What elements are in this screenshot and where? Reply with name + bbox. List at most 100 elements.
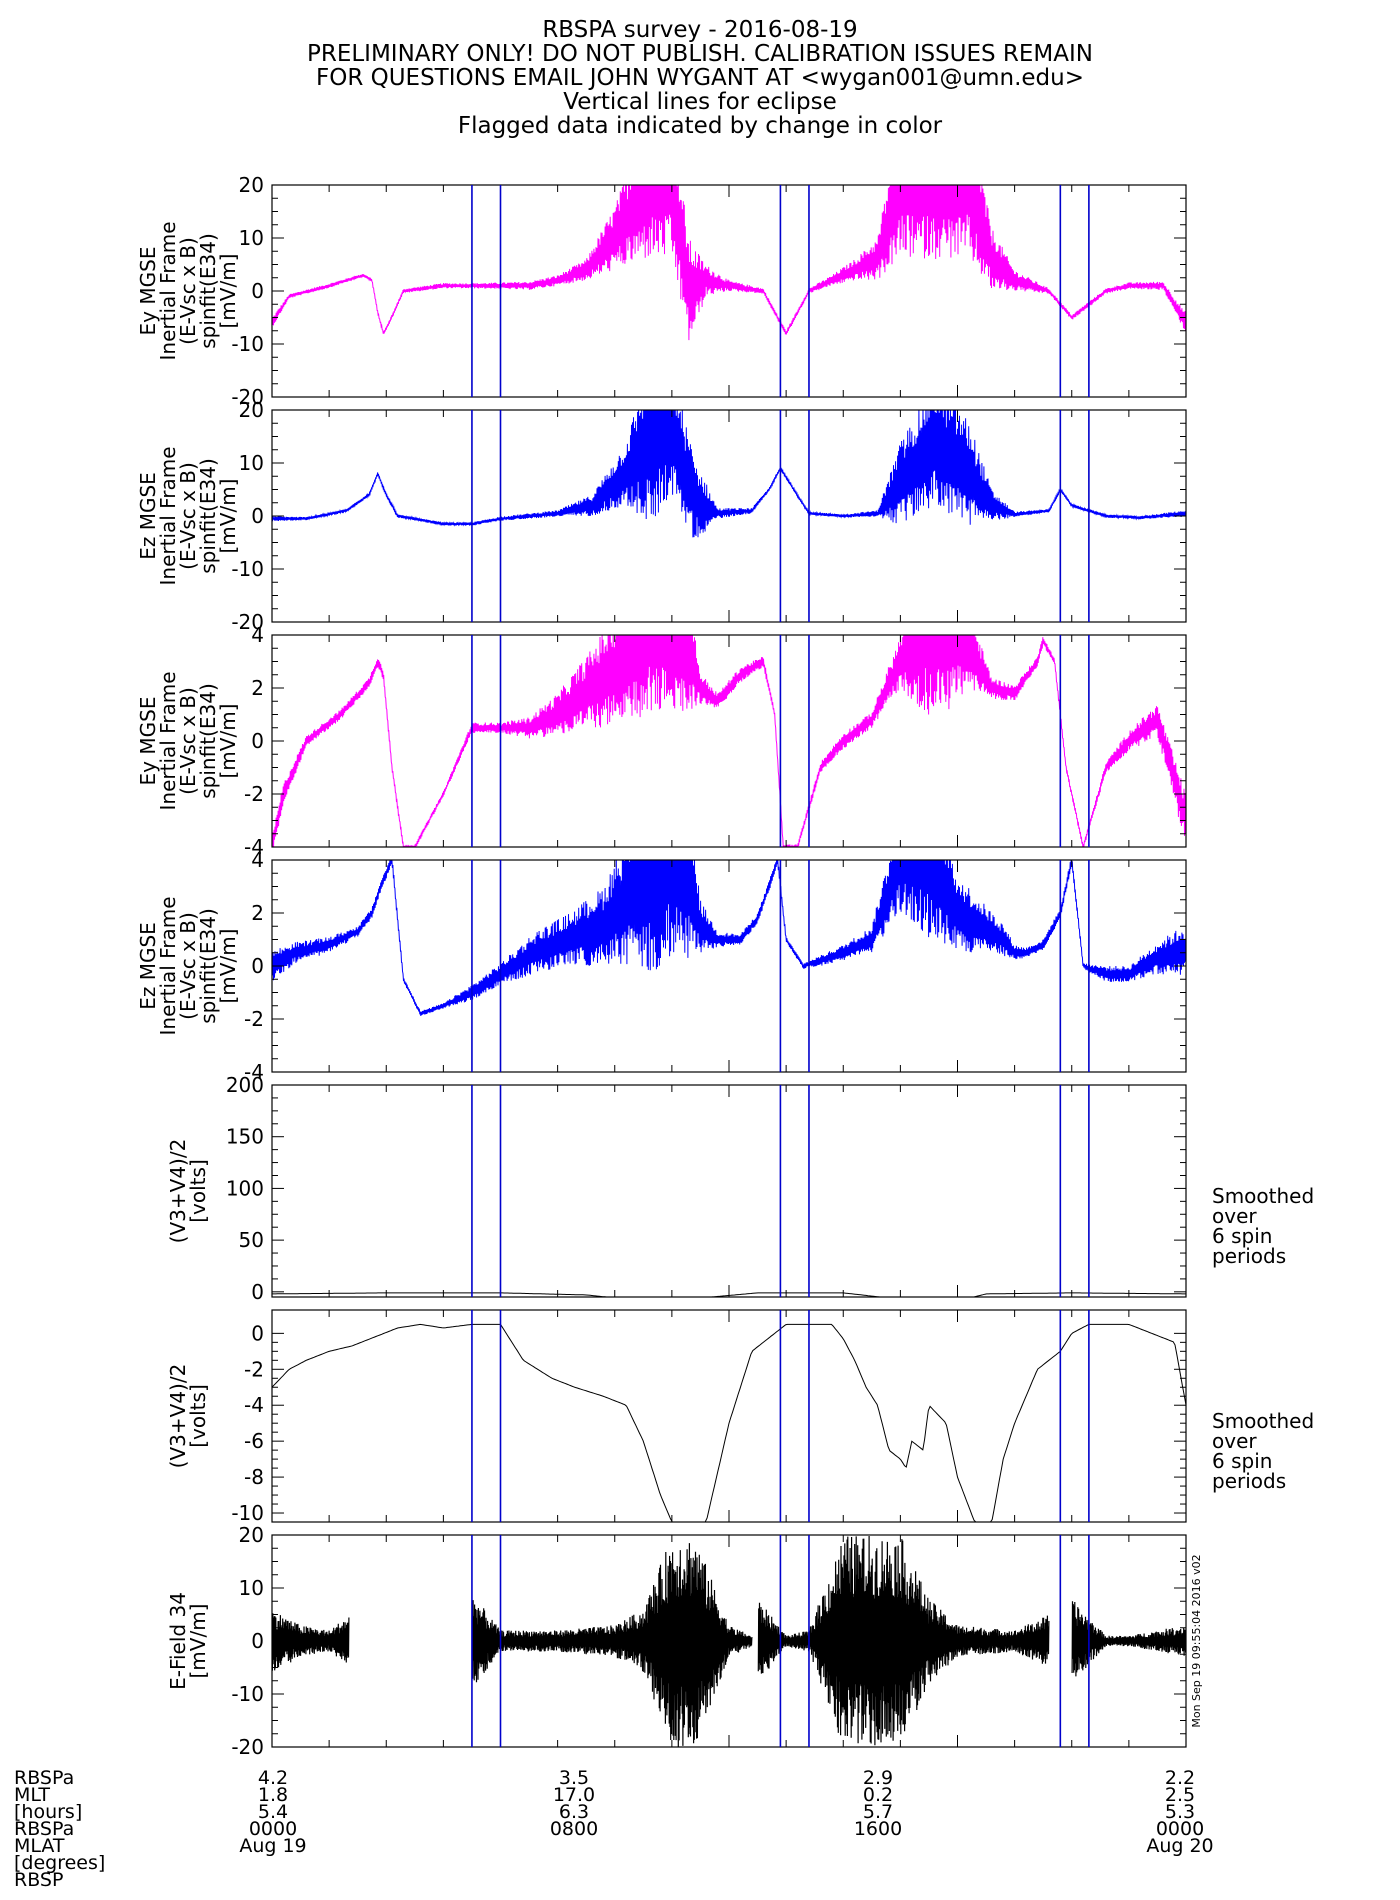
side-annotation: Smoothed xyxy=(1212,1184,1314,1208)
tick-value: 2.9 xyxy=(862,1767,894,1789)
y-tick-label: 4 xyxy=(251,623,264,647)
tick-value: Aug 20 xyxy=(1146,1835,1214,1857)
y-tick-label: -20 xyxy=(231,1735,264,1759)
y-axis-label: Inertial Frame xyxy=(156,672,180,811)
footer-label: MLAT xyxy=(14,1835,65,1857)
side-annotation: periods xyxy=(1212,1244,1286,1268)
y-axis-label: (E-Vsc x B) xyxy=(176,237,200,345)
y-tick-label: -10 xyxy=(231,332,264,356)
y-tick-label: 150 xyxy=(226,1125,264,1149)
series-line xyxy=(272,860,1186,1017)
footer-row-labels: RBSPa MLT [hours] RBSPa MLAT [degrees] R… xyxy=(14,1767,106,1891)
series-group xyxy=(272,1535,1186,1747)
tick-value: 4.2 xyxy=(257,1767,289,1789)
y-tick-label: 2 xyxy=(251,901,264,925)
y-tick-label: -4 xyxy=(244,1060,264,1084)
y-axis-label: Ez MGSE xyxy=(136,472,160,560)
y-tick-label: -4 xyxy=(244,835,264,859)
tick-value: 5.4 xyxy=(257,1801,289,1823)
tick-value: 0.2 xyxy=(862,1784,894,1806)
tick-value: 0000 xyxy=(248,1818,298,1840)
tick-value: 5.7 xyxy=(862,1801,894,1823)
y-axis-label: [mV/m] xyxy=(216,929,240,1004)
y-tick-label: 20 xyxy=(239,1523,264,1547)
side-annotation: 6 spin xyxy=(1212,1224,1272,1248)
y-axis-label: [mV/m] xyxy=(216,479,240,554)
y-axis-label: [mV/m] xyxy=(186,1604,210,1679)
footer-tick-3: 2.2 2.5 5.3 0000 Aug 20 xyxy=(1130,1767,1230,1857)
y-axis-label: Inertial Frame xyxy=(156,222,180,361)
y-tick-label: 100 xyxy=(226,1176,264,1200)
y-axis-label: (E-Vsc x B) xyxy=(176,912,200,1020)
footer-tick-1: 3.5 17.0 6.3 0800 xyxy=(524,1769,624,1839)
y-axis-label: Inertial Frame xyxy=(156,897,180,1036)
tick-value: 2.2 xyxy=(1164,1767,1196,1789)
y-tick-label: 0 xyxy=(251,954,264,978)
eclipse-note: Vertical lines for eclipse xyxy=(563,89,837,115)
y-tick-label: -10 xyxy=(231,557,264,581)
footer-tick-2: 2.9 0.2 5.7 1600 xyxy=(828,1767,928,1840)
panel-6: 20 10 0 -10 -20 E-Field 34[mV/m] Mon Sep 19 09… xyxy=(166,1523,1203,1759)
panel-frame xyxy=(271,1084,1187,1298)
version-stamp: Mon Sep 19 09:55:04 2016 v02 xyxy=(1190,1554,1203,1727)
y-tick-label: -4 xyxy=(244,1393,264,1417)
y-axis-label: E-Field 34 xyxy=(166,1592,190,1690)
y-tick-label: -2 xyxy=(244,1357,264,1381)
series-group xyxy=(272,410,1186,538)
series-line xyxy=(272,635,1186,847)
chart-title: RBSPA survey - 2016-08-19 xyxy=(542,17,858,43)
y-tick-label: -10 xyxy=(231,1682,264,1706)
y-tick-label: 0 xyxy=(251,729,264,753)
y-axis-label: (V3+V4)/2 xyxy=(166,1364,190,1469)
y-tick-label: 0 xyxy=(251,1321,264,1345)
y-axis-label: [volts] xyxy=(186,1159,210,1223)
y-axis-label: [volts] xyxy=(186,1384,210,1448)
series-line xyxy=(272,1535,1186,1747)
chart-header: RBSPA survey - 2016-08-19 PRELIMINARY ON… xyxy=(0,18,1400,138)
y-tick-label: 50 xyxy=(239,1228,264,1252)
y-axis-label: Ey MGSE xyxy=(136,697,160,786)
tick-value: 1600 xyxy=(853,1818,903,1840)
tick-value: 17.0 xyxy=(552,1784,596,1806)
y-axis-label: spinfit(E34) xyxy=(196,908,220,1023)
series-group xyxy=(272,1323,1186,1522)
y-tick-label: 20 xyxy=(239,173,264,197)
y-tick-label: 10 xyxy=(239,1576,264,1600)
y-axis-label: spinfit(E34) xyxy=(196,458,220,573)
side-annotation: 6 spin xyxy=(1212,1449,1272,1473)
y-axis-label: (E-Vsc x B) xyxy=(176,462,200,570)
flag-note: Flagged data indicated by change in colo… xyxy=(457,113,943,139)
footer-tick-0: 4.2 1.8 5.4 0000 Aug 19 xyxy=(223,1767,323,1857)
footer-label: MLT xyxy=(14,1784,50,1806)
y-tick-label: 10 xyxy=(239,451,264,475)
footer-label: RBSPa xyxy=(14,1767,75,1789)
y-tick-label: 4 xyxy=(251,848,264,872)
y-axis-label: (E-Vsc x B) xyxy=(176,687,200,795)
series-line xyxy=(272,185,1186,341)
footer-label: [hours] xyxy=(14,1801,83,1823)
footer-label: [degrees] xyxy=(14,1852,106,1874)
tick-value: 5.3 xyxy=(1164,1801,1196,1823)
y-tick-label: -6 xyxy=(244,1429,264,1453)
y-tick-label: 0 xyxy=(251,504,264,528)
y-tick-label: -20 xyxy=(231,610,264,634)
y-axis-label: [mV/m] xyxy=(216,254,240,329)
y-axis-label: Inertial Frame xyxy=(156,447,180,586)
tick-value: 6.3 xyxy=(558,1801,590,1823)
tick-value: Aug 19 xyxy=(239,1835,307,1857)
series-line xyxy=(272,410,1186,538)
y-tick-label: -8 xyxy=(244,1465,264,1489)
panel-4: 200 150 100 50 0 (V3+V4)/2[volts] Smoothedover… xyxy=(166,1073,1314,1304)
footer-label: RBSP xyxy=(14,1869,64,1891)
y-tick-label: 10 xyxy=(239,226,264,250)
side-annotation: Smoothed xyxy=(1212,1409,1314,1433)
y-tick-label: -20 xyxy=(231,385,264,409)
y-axis-label: [mV/m] xyxy=(216,704,240,779)
warning-line-1: PRELIMINARY ONLY! DO NOT PUBLISH. CALIBR… xyxy=(306,41,1093,67)
tick-value: 0000 xyxy=(1155,1818,1205,1840)
footer-label: RBSPa xyxy=(14,1818,75,1840)
panel-frame xyxy=(271,859,1187,1073)
